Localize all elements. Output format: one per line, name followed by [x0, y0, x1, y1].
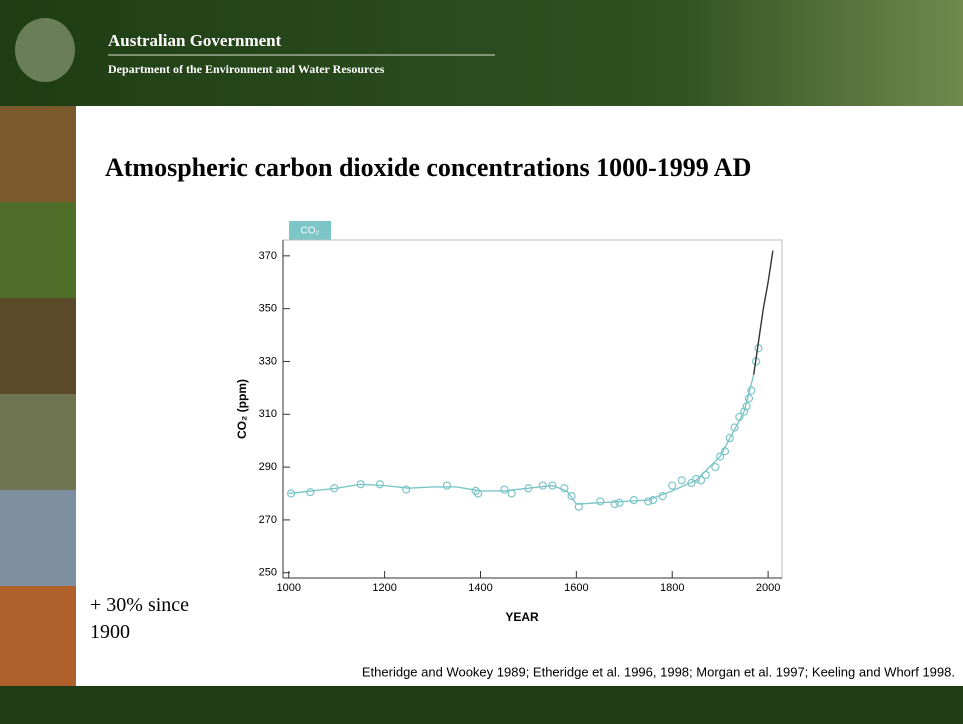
- data-point: [725, 433, 734, 443]
- photo-strip: [0, 106, 76, 686]
- x-tick-label: 1400: [468, 582, 492, 594]
- data-point: [747, 386, 756, 395]
- crest: [15, 18, 75, 82]
- chart-title: Atmospheric carbon dioxide concentration…: [105, 153, 751, 182]
- data-point: [596, 497, 605, 506]
- x-axis-label: YEAR: [505, 610, 539, 624]
- data-point: [716, 452, 725, 461]
- x-tick-label: 1600: [564, 582, 588, 594]
- header-title: Australian Government: [108, 31, 282, 50]
- photo: [0, 394, 76, 490]
- data-point: [696, 476, 706, 485]
- y-tick-label: 330: [259, 355, 277, 367]
- data-point: [668, 481, 677, 490]
- data-point: [740, 407, 749, 416]
- data-point: [500, 485, 509, 494]
- source: Etheridge and Wookey 1989; Etheridge et …: [362, 664, 955, 679]
- photo: [0, 490, 76, 586]
- data-point: [402, 485, 411, 494]
- footer-band: [0, 686, 963, 724]
- photo: [0, 298, 76, 394]
- data-point: [610, 499, 619, 509]
- data-point: [574, 502, 583, 511]
- data-point: [644, 497, 653, 506]
- data-point: [692, 474, 701, 484]
- data-point: [375, 480, 384, 489]
- x-tick-label: 2000: [756, 582, 780, 594]
- data-point: [711, 462, 720, 472]
- data-line: [288, 374, 755, 505]
- data-point: [677, 476, 686, 485]
- chart-tag: CO₂: [301, 226, 320, 237]
- x-tick-label: 1000: [277, 582, 301, 594]
- photo: [0, 202, 76, 298]
- photo: [0, 106, 76, 202]
- x-tick-label: 1200: [372, 582, 396, 594]
- data-line: [753, 250, 774, 375]
- x-tick-label: 1800: [660, 582, 684, 594]
- y-tick-label: 250: [259, 567, 277, 579]
- header-band: [0, 0, 963, 106]
- y-tick-label: 270: [259, 514, 277, 526]
- y-tick-label: 310: [259, 408, 277, 420]
- y-axis-label: CO₂ (ppm): [235, 379, 249, 439]
- y-tick-label: 370: [259, 250, 277, 262]
- note: + 30% since 1900: [90, 594, 190, 643]
- y-tick-label: 350: [259, 303, 277, 315]
- y-tick-label: 290: [259, 461, 277, 473]
- data-point: [567, 492, 576, 501]
- data-point: [442, 481, 452, 490]
- tag-box: [289, 221, 331, 240]
- header-subtitle: Department of the Environment and Water …: [108, 62, 385, 76]
- data-point: [687, 478, 696, 488]
- photo: [0, 586, 76, 686]
- data-point: [615, 498, 624, 507]
